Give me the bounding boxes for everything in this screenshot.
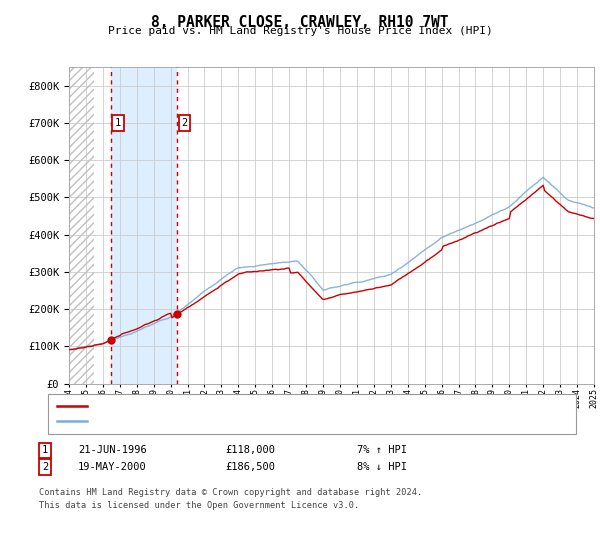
Text: 2: 2 (42, 462, 48, 472)
Text: 1: 1 (115, 118, 121, 128)
Text: 8, PARKER CLOSE, CRAWLEY, RH10 7WT (detached house): 8, PARKER CLOSE, CRAWLEY, RH10 7WT (deta… (93, 401, 412, 411)
Text: £118,000: £118,000 (225, 445, 275, 455)
Text: £186,500: £186,500 (225, 462, 275, 472)
Text: 1: 1 (42, 445, 48, 455)
Text: 8% ↓ HPI: 8% ↓ HPI (357, 462, 407, 472)
Text: 21-JUN-1996: 21-JUN-1996 (78, 445, 147, 455)
Bar (69, 67, 94, 384)
Bar (69, 67, 94, 384)
Text: 19-MAY-2000: 19-MAY-2000 (78, 462, 147, 472)
Text: 7% ↑ HPI: 7% ↑ HPI (357, 445, 407, 455)
Text: HPI: Average price, detached house, Crawley: HPI: Average price, detached house, Craw… (93, 416, 362, 426)
Text: 8, PARKER CLOSE, CRAWLEY, RH10 7WT: 8, PARKER CLOSE, CRAWLEY, RH10 7WT (151, 15, 449, 30)
Text: Price paid vs. HM Land Registry's House Price Index (HPI): Price paid vs. HM Land Registry's House … (107, 26, 493, 36)
Text: Contains HM Land Registry data © Crown copyright and database right 2024.
This d: Contains HM Land Registry data © Crown c… (39, 488, 422, 510)
Text: 2: 2 (181, 118, 188, 128)
Bar (111, 67, 177, 384)
